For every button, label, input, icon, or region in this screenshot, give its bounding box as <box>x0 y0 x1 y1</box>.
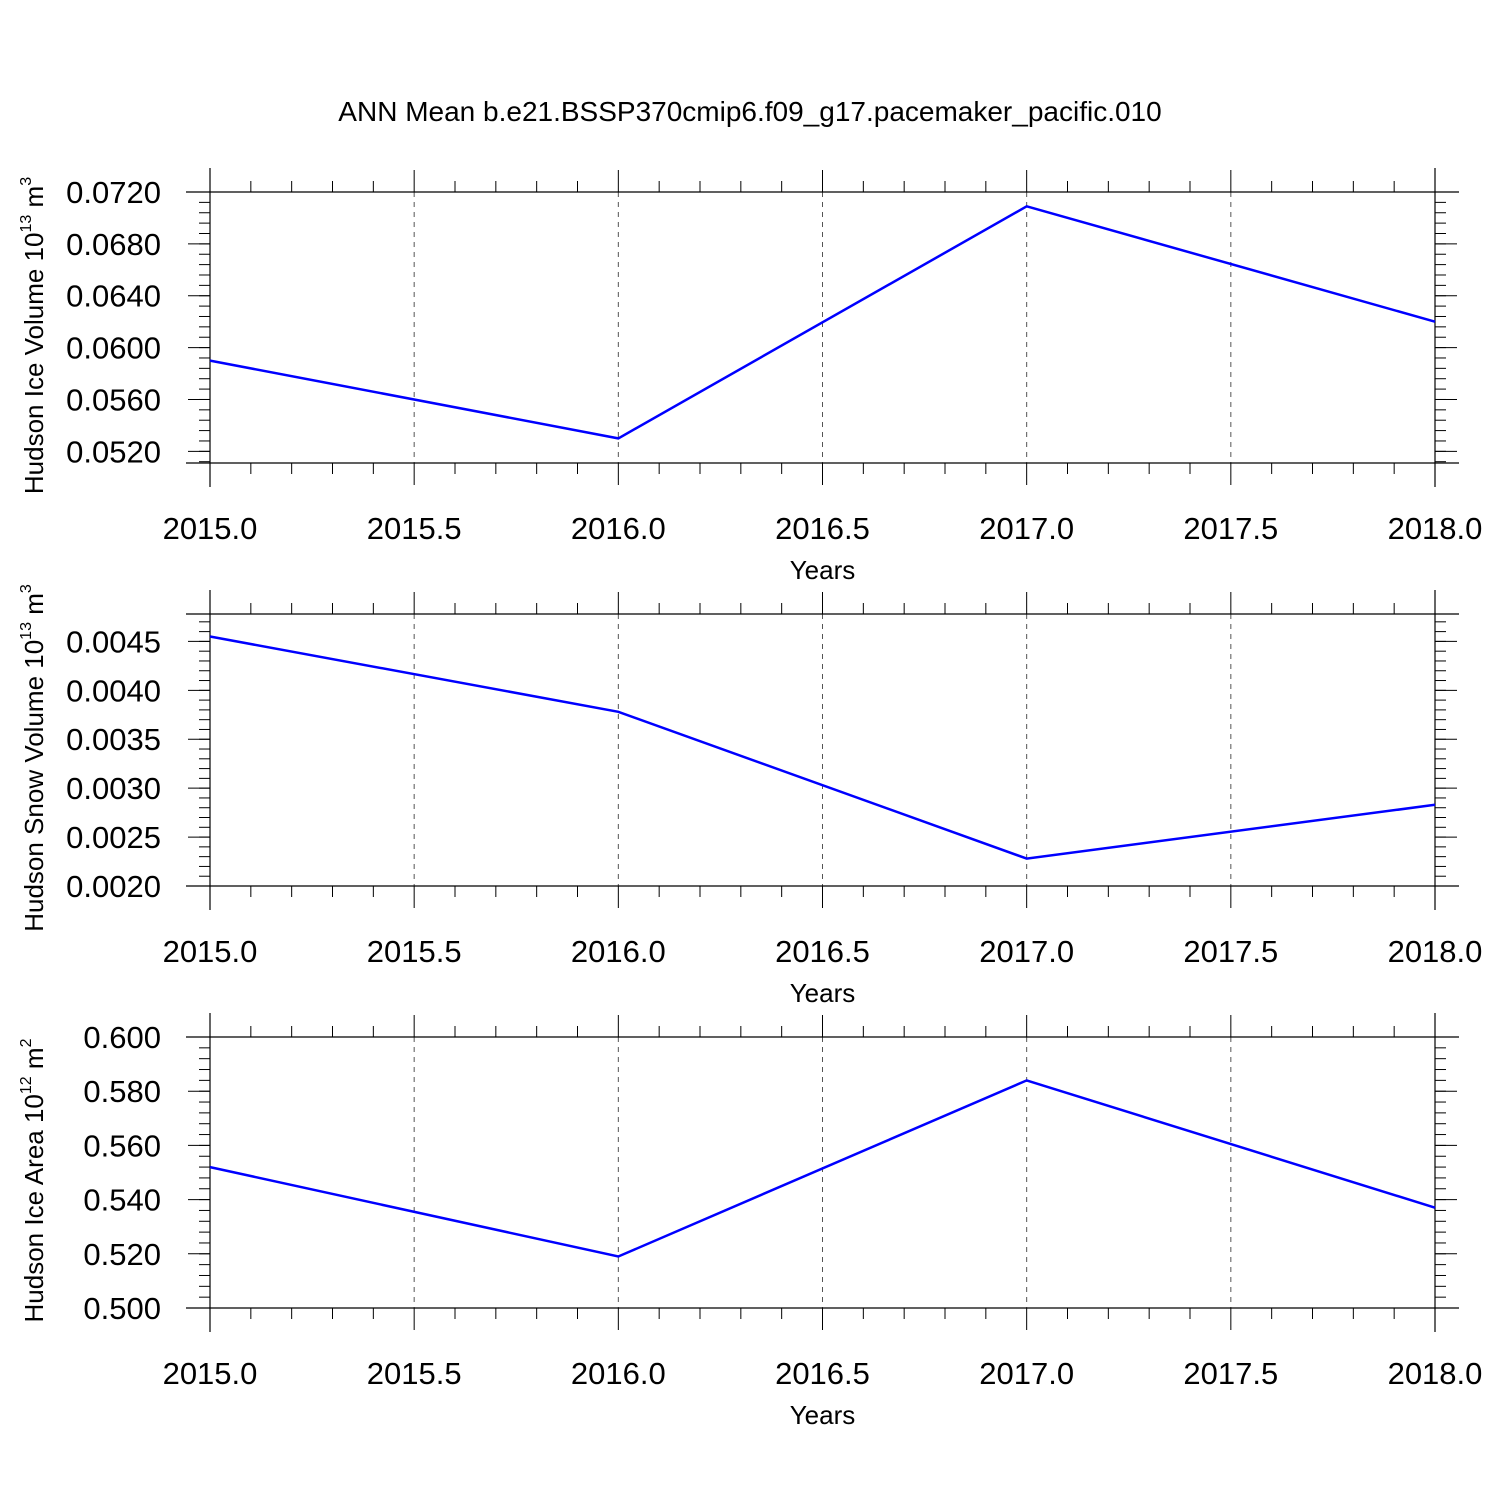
x-tick-label: 2016.0 <box>571 1356 666 1391</box>
x-axis-label: Years <box>790 555 856 585</box>
x-tick-label: 2015.5 <box>367 511 462 546</box>
x-tick-label: 2017.5 <box>1183 511 1278 546</box>
y-tick-label: 0.0520 <box>66 434 161 469</box>
x-tick-label: 2017.0 <box>979 1356 1074 1391</box>
y-tick-label: 0.0030 <box>66 771 161 806</box>
x-tick-label: 2018.0 <box>1388 934 1483 969</box>
x-tick-label: 2016.5 <box>775 511 870 546</box>
series-line <box>209 635 1436 860</box>
x-tick-label: 2017.5 <box>1183 934 1278 969</box>
x-tick-label: 2015.5 <box>367 1356 462 1391</box>
x-tick-label: 2015.0 <box>163 511 258 546</box>
x-tick-label: 2017.0 <box>979 511 1074 546</box>
y-tick-label: 0.0040 <box>66 673 161 708</box>
x-tick-label: 2018.0 <box>1388 511 1483 546</box>
y-tick-label: 0.0680 <box>66 227 161 262</box>
x-tick-label: 2017.5 <box>1183 1356 1278 1391</box>
y-tick-label: 0.500 <box>83 1291 161 1326</box>
x-tick-label: 2015.5 <box>367 934 462 969</box>
x-tick-label: 2016.5 <box>775 934 870 969</box>
x-tick-label: 2015.0 <box>163 934 258 969</box>
x-axis-label: Years <box>790 978 856 1008</box>
y-tick-label: 0.560 <box>83 1128 161 1163</box>
y-tick-label: 0.0600 <box>66 331 161 366</box>
figure-title: ANN Mean b.e21.BSSP370cmip6.f09_g17.pace… <box>338 96 1161 127</box>
x-tick-label: 2018.0 <box>1388 1356 1483 1391</box>
y-axis-label: Hudson Snow Volume 1013 m3 <box>18 584 49 932</box>
x-tick-label: 2016.0 <box>571 511 666 546</box>
series-line <box>209 204 1436 440</box>
x-axis-label: Years <box>790 1400 856 1430</box>
chart-panel-3: 0.500 0.520 0.540 0.560 0.580 0.600 2015.0 2015… <box>18 1013 1482 1430</box>
y-axis-label: Hudson Ice Volume 1013 m3 <box>18 177 49 494</box>
x-tick-label: 2015.0 <box>163 1356 258 1391</box>
y-tick-label: 0.0020 <box>66 869 161 904</box>
y-tick-label: 0.580 <box>83 1074 161 1109</box>
x-tick-label: 2017.0 <box>979 934 1074 969</box>
y-axis-label: Hudson Ice Area 1012 m2 <box>18 1038 49 1322</box>
y-tick-label: 0.0560 <box>66 382 161 417</box>
y-tick-label: 0.0720 <box>66 175 161 210</box>
y-tick-label: 0.0640 <box>66 279 161 314</box>
y-tick-label: 0.0035 <box>66 722 161 757</box>
chart-panel-2: 0.0020 0.0025 0.0030 0.0035 0.0040 0.0045 2015… <box>18 584 1482 1008</box>
y-tick-label: 0.540 <box>83 1183 161 1218</box>
y-tick-label: 0.600 <box>83 1020 161 1055</box>
series-line <box>209 1079 1436 1258</box>
y-tick-label: 0.520 <box>83 1237 161 1272</box>
x-tick-label: 2016.0 <box>571 934 666 969</box>
y-tick-label: 0.0045 <box>66 624 161 659</box>
y-tick-label: 0.0025 <box>66 820 161 855</box>
chart-panel-1: 0.0520 0.0560 0.0600 0.0640 0.0680 0.0720 2015… <box>18 168 1482 585</box>
x-tick-label: 2016.5 <box>775 1356 870 1391</box>
